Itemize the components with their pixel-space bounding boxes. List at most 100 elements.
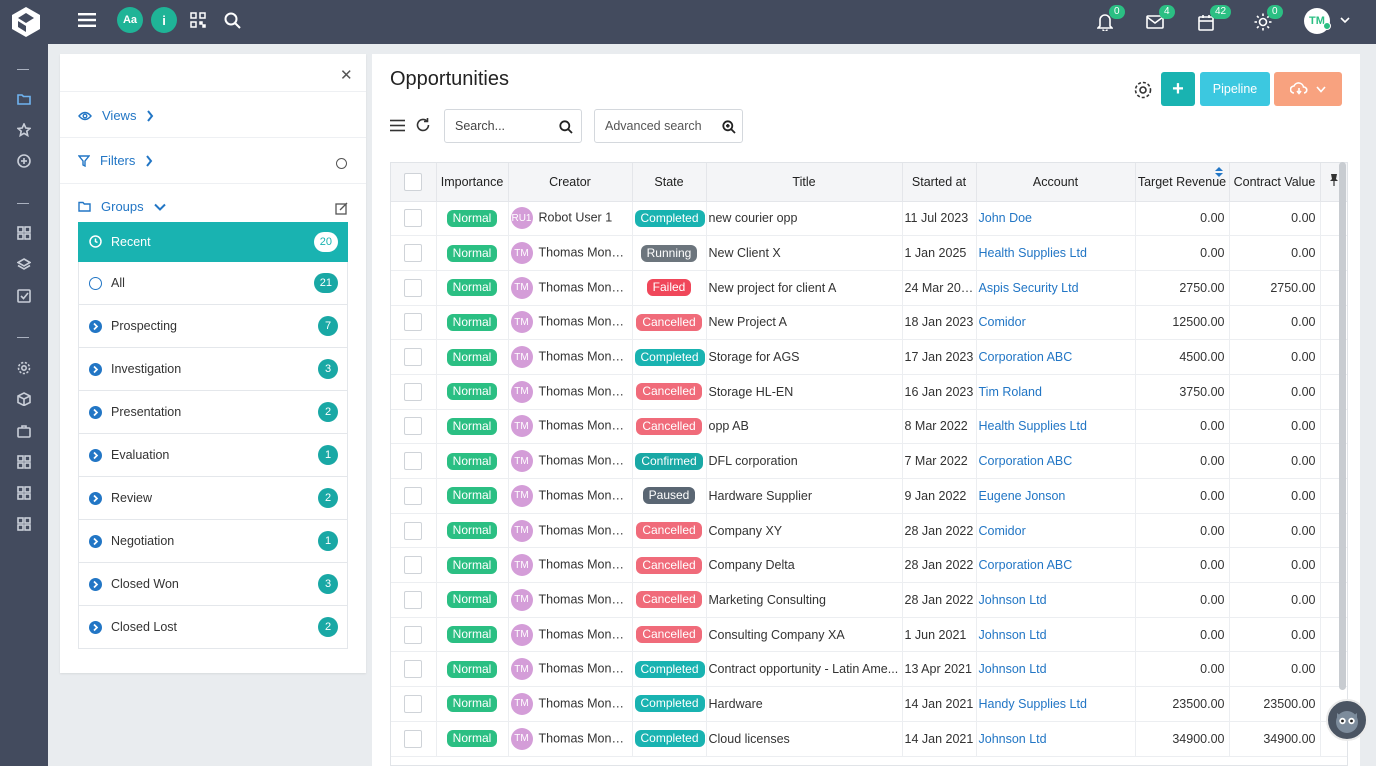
info-button[interactable]: i [151, 7, 177, 33]
group-item[interactable]: Prospecting 7 [78, 305, 348, 348]
column-header[interactable]: Target Revenue [1135, 163, 1230, 202]
account-link[interactable]: Corporation ABC [976, 339, 1136, 375]
edit-icon[interactable] [335, 202, 348, 215]
sort-icon[interactable] [1214, 166, 1223, 180]
account-link[interactable]: Johnson Ltd [976, 582, 1136, 618]
row-checkbox[interactable] [404, 348, 423, 367]
table-row[interactable]: Normal TM Thomas Monson Failed New project f… [391, 270, 1347, 306]
checkbox-icon[interactable] [14, 288, 34, 304]
table-row[interactable]: Normal TM Thomas Monson Completed Cloud lice… [391, 721, 1347, 757]
row-checkbox[interactable] [404, 417, 423, 436]
apps-grid-icon[interactable] [14, 454, 34, 470]
title-cell[interactable]: Cloud licenses [706, 721, 903, 757]
views-section[interactable]: Views [78, 108, 154, 123]
gear-icon[interactable] [14, 360, 34, 376]
apps-grid-icon[interactable] [14, 225, 34, 241]
filters-section[interactable]: Filters [78, 153, 153, 168]
close-icon[interactable]: ✕ [340, 67, 353, 84]
apps-grid-icon[interactable] [14, 516, 34, 532]
group-item[interactable]: Recent 20 [78, 222, 348, 262]
briefcase-icon[interactable] [14, 423, 34, 439]
column-header[interactable]: Account [976, 163, 1136, 202]
folder-icon[interactable] [14, 91, 34, 107]
title-cell[interactable]: new courier opp [706, 201, 903, 237]
title-cell[interactable]: Company Delta [706, 547, 903, 584]
title-cell[interactable]: Hardware Supplier [706, 478, 903, 514]
search-input[interactable]: Search... [444, 109, 582, 143]
account-link[interactable]: Johnson Ltd [976, 617, 1136, 653]
table-row[interactable]: Normal TM Thomas Monson Cancelled opp AB 8 Ma… [391, 409, 1347, 445]
title-cell[interactable]: New project for client A [706, 270, 903, 306]
row-checkbox[interactable] [404, 244, 423, 263]
table-row[interactable]: Normal TM Thomas Monson Cancelled Marketing … [391, 582, 1347, 618]
row-checkbox[interactable] [404, 313, 423, 332]
table-row[interactable]: Normal TM Thomas Monson Running New Client X… [391, 235, 1347, 271]
layers-icon[interactable] [14, 257, 34, 273]
groups-section[interactable]: Groups [78, 199, 166, 214]
row-checkbox[interactable] [404, 556, 423, 575]
search-icon[interactable] [224, 12, 241, 29]
title-cell[interactable]: New Project A [706, 305, 903, 341]
account-link[interactable]: Handy Supplies Ltd [976, 686, 1136, 722]
qr-code-icon[interactable] [190, 12, 206, 28]
column-header[interactable]: Creator [508, 163, 633, 202]
apps-grid-icon[interactable] [14, 485, 34, 501]
column-header[interactable]: Started at [902, 163, 977, 202]
row-checkbox[interactable] [404, 590, 423, 609]
account-link[interactable]: Johnson Ltd [976, 721, 1136, 757]
account-link[interactable]: Corporation ABC [976, 443, 1136, 479]
row-checkbox[interactable] [404, 382, 423, 401]
select-all-checkbox[interactable] [404, 172, 423, 191]
table-row[interactable]: Normal TM Thomas Monson Completed Contract o… [391, 651, 1347, 688]
user-menu-chevron-icon[interactable] [1340, 16, 1350, 24]
title-cell[interactable]: Marketing Consulting [706, 582, 903, 618]
font-size-button[interactable]: Aa [117, 7, 143, 33]
table-row[interactable]: Normal TM Thomas Monson Confirmed DFL corpor… [391, 443, 1347, 479]
row-checkbox[interactable] [404, 209, 423, 228]
title-cell[interactable]: DFL corporation [706, 443, 903, 479]
table-row[interactable]: Normal TM Thomas Monson Cancelled Consulting… [391, 617, 1347, 653]
table-row[interactable]: Normal TM Thomas Monson Cancelled Storage HL… [391, 374, 1347, 410]
add-button[interactable]: + [1161, 72, 1195, 106]
account-link[interactable]: Johnson Ltd [976, 651, 1136, 688]
table-scrollbar[interactable] [1339, 162, 1346, 690]
row-checkbox[interactable] [404, 625, 423, 644]
row-checkbox[interactable] [404, 694, 423, 713]
notifications-bell-icon[interactable]: 0 [1096, 5, 1125, 31]
group-item[interactable]: Closed Lost 2 [78, 606, 348, 649]
table-row[interactable]: Normal TM Thomas Monson Cancelled New Projec… [391, 305, 1347, 341]
assistant-bot-avatar[interactable] [1326, 699, 1368, 741]
pipeline-button[interactable]: Pipeline [1200, 72, 1270, 106]
table-row[interactable]: Normal TM Thomas Monson Completed Hardware 14… [391, 686, 1347, 722]
account-link[interactable]: Corporation ABC [976, 547, 1136, 584]
refresh-icon[interactable] [415, 117, 431, 133]
row-checkbox[interactable] [404, 486, 423, 505]
title-cell[interactable]: Contract opportunity - Latin Ame... [706, 651, 903, 688]
table-row[interactable]: Normal RU1 Robot User 1 Completed new courie… [391, 201, 1347, 237]
app-logo-icon[interactable] [10, 6, 42, 38]
account-link[interactable]: Health Supplies Ltd [976, 409, 1136, 445]
row-checkbox[interactable] [404, 521, 423, 540]
group-item[interactable]: Evaluation 1 [78, 434, 348, 477]
title-cell[interactable]: Storage HL-EN [706, 374, 903, 410]
account-link[interactable]: John Doe [976, 201, 1136, 237]
table-row[interactable]: Normal TM Thomas Monson Paused Hardware Supp… [391, 478, 1347, 514]
star-icon[interactable] [14, 122, 34, 138]
group-item[interactable]: Negotiation 1 [78, 520, 348, 563]
title-cell[interactable]: Storage for AGS [706, 339, 903, 375]
account-link[interactable]: Tim Roland [976, 374, 1136, 410]
calendar-icon[interactable]: 42 [1197, 5, 1232, 31]
menu-icon[interactable] [78, 11, 96, 29]
column-header[interactable]: Importance [436, 163, 509, 202]
advanced-search-button[interactable]: Advanced search [594, 109, 743, 143]
group-item[interactable]: Review 2 [78, 477, 348, 520]
add-circle-icon[interactable] [14, 153, 34, 169]
settings-gear-icon[interactable] [1133, 80, 1153, 100]
title-cell[interactable]: Company XY [706, 513, 903, 549]
table-row[interactable]: Normal TM Thomas Monson Completed Storage fo… [391, 339, 1347, 375]
mail-icon[interactable]: 4 [1146, 5, 1175, 31]
account-link[interactable]: Comidor [976, 305, 1136, 341]
list-menu-icon[interactable] [390, 119, 405, 132]
account-link[interactable]: Health Supplies Ltd [976, 235, 1136, 271]
account-link[interactable]: Comidor [976, 513, 1136, 549]
